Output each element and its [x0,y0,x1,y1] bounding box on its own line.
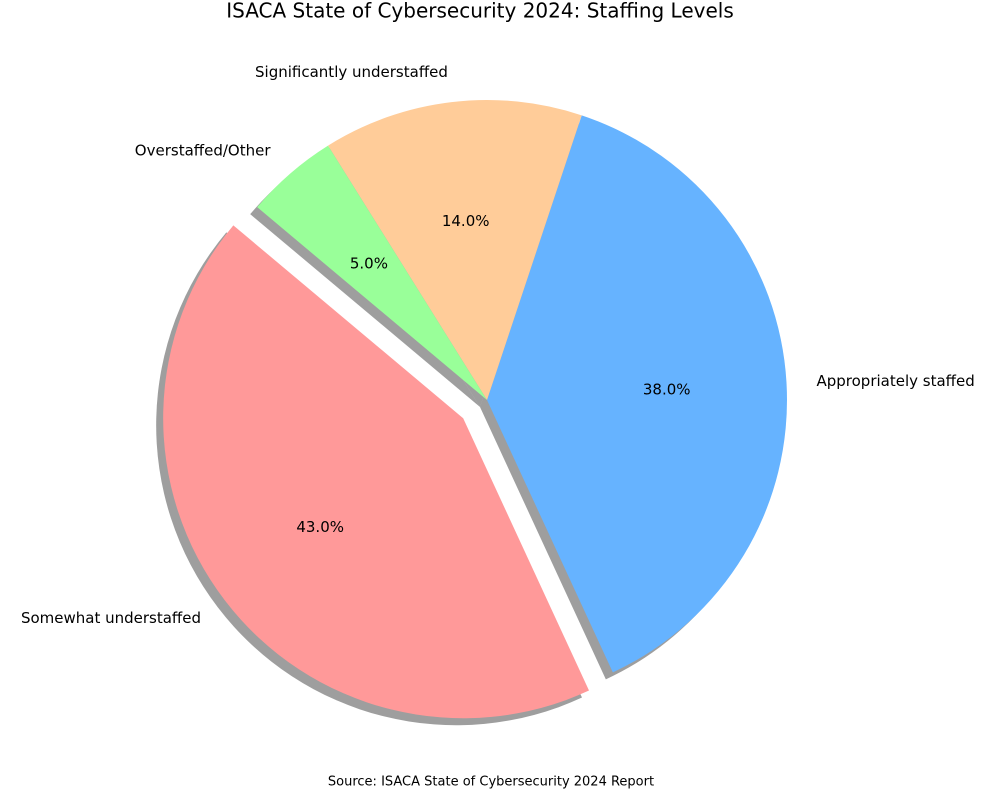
pie-wedge [487,115,787,673]
percent-label: 43.0% [296,518,344,536]
chart-title: ISACA State of Cybersecurity 2024: Staff… [226,0,734,23]
percent-label: 38.0% [643,380,691,398]
pie-wedge [328,100,582,400]
source-note: Source: ISACA State of Cybersecurity 202… [328,775,654,790]
percent-label: 14.0% [442,212,490,230]
percent-label: 5.0% [350,255,388,273]
slice-label: Overstaffed/Other [135,141,272,159]
slice-label: Appropriately staffed [816,372,974,390]
slice-label: Somewhat understaffed [21,609,201,627]
slice-label: Significantly understaffed [255,63,448,81]
pie-wedge [257,145,487,400]
pie-wedge [163,225,590,719]
